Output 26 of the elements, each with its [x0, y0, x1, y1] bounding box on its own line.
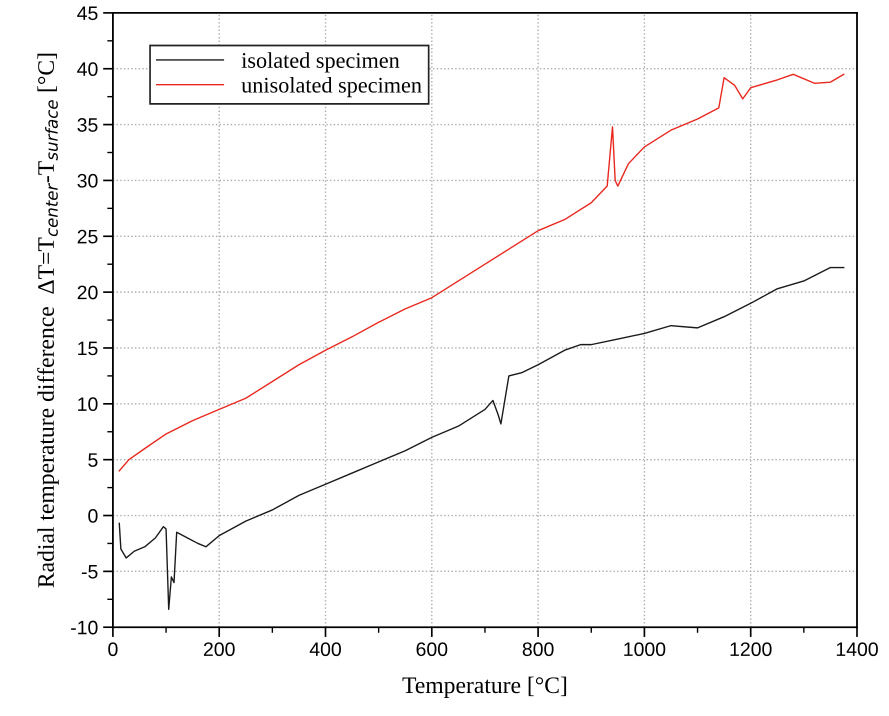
x-tick-label: 200: [204, 642, 235, 656]
y-tick-label: 0: [88, 508, 98, 523]
x-tick-label: 400: [310, 642, 341, 656]
x-tick-label: 1200: [730, 642, 772, 656]
x-tick-label: 0: [108, 642, 118, 656]
y-tick-label: -10: [71, 620, 98, 634]
line-series: [118, 266, 844, 610]
y-axis-title: Radial temperature difference ΔT=T$_{center}$-T$_{surface}$ [°C]: [37, 54, 59, 588]
legend-label: unisolated specimen: [241, 77, 422, 98]
legend-label: isolated specimen: [242, 52, 400, 72]
y-tick-label: 10: [78, 397, 98, 412]
y-tick-label: 15: [78, 342, 98, 356]
y-tick-label: 20: [78, 286, 98, 300]
x-tick-label: 800: [522, 642, 554, 656]
y-tick-label: -5: [82, 565, 98, 579]
y-tick-label: 45: [77, 6, 98, 20]
y-tick-label: 25: [78, 230, 98, 244]
x-tick-label: 1000: [624, 642, 666, 656]
y-tick-label: 40: [77, 62, 98, 76]
x-axis-title: Temperature [°C]: [402, 676, 566, 698]
y-tick-label: 5: [88, 453, 98, 467]
x-tick-label: 600: [416, 642, 448, 656]
line-series: [118, 74, 844, 472]
y-tick-label: 30: [77, 174, 98, 188]
y-tick-label: 35: [77, 118, 98, 132]
x-tick-label: 1400: [836, 642, 878, 656]
